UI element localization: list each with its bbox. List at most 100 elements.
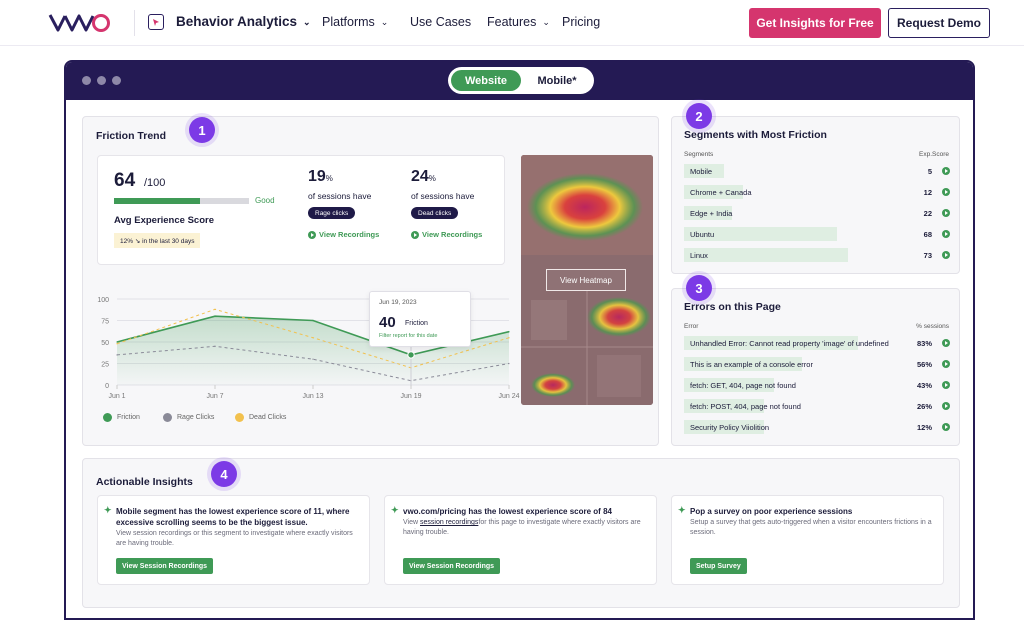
sparkle-icon: ✦ [104, 505, 112, 515]
nav-product-menu[interactable]: Behavior Analytics ⌄ [176, 14, 311, 29]
play-icon[interactable] [942, 167, 950, 175]
data-point [214, 308, 216, 311]
error-row[interactable]: Security Policy Viiolition 12% [684, 420, 952, 434]
setup-survey-button[interactable]: Setup Survey [690, 558, 747, 574]
insights-title: Actionable Insights [96, 476, 193, 488]
play-icon[interactable] [942, 251, 950, 259]
legend-dead-clicks[interactable]: Dead Clicks [235, 413, 286, 422]
errors-panel: Errors on this Page 3 Error % sessions U… [671, 275, 960, 446]
insight-title: Mobile segment has the lowest experience… [116, 507, 350, 527]
play-icon[interactable] [942, 339, 950, 347]
x-tick-label: Jun 13 [302, 393, 323, 400]
view-heatmap-button[interactable]: View Heatmap [546, 269, 626, 291]
platform-toggle: Website Mobile* [448, 67, 594, 94]
segment-label: Edge + India [690, 209, 733, 218]
step-badge-1: 1 [189, 117, 215, 143]
toggle-mobile[interactable]: Mobile* [537, 74, 577, 87]
percent-unit: % [428, 174, 436, 183]
error-row[interactable]: This is an example of a console error 56… [684, 357, 952, 371]
top-navigation: Behavior Analytics ⌄ Platforms ⌄ Use Cases… [0, 0, 1024, 46]
segment-label: Linux [690, 251, 708, 260]
rage-clicks-value: 19 [308, 168, 326, 185]
play-icon[interactable] [942, 230, 950, 238]
vwo-logo[interactable] [48, 10, 112, 34]
step-badge-2: 2 [686, 103, 712, 129]
dead-view-recordings-link[interactable]: View Recordings [411, 230, 482, 239]
segment-label: Chrome + Canada [690, 188, 752, 197]
y-tick-label: 50 [101, 340, 109, 347]
segment-bar [684, 206, 733, 220]
trend-chip: 12% ↘ in the last 30 days [114, 233, 201, 248]
error-bar [684, 399, 764, 413]
friction-trend-chart: 0 25 50 75 100 Jun 1 Jun 7 Jun 13 Jun 19 Jun 24 [97, 293, 520, 400]
error-row[interactable]: fetch: POST, 404, page not found 26% [684, 399, 952, 413]
rage-view-recordings-link[interactable]: View Recordings [308, 230, 379, 239]
segments-title: Segments with Most Friction [684, 129, 827, 141]
chevron-down-icon: ⌄ [542, 17, 550, 27]
tooltip-filter-link[interactable]: Filter report for this date [379, 333, 438, 339]
percent-unit: % [325, 174, 333, 183]
play-icon[interactable] [942, 209, 950, 217]
dashboard-window: Website Mobile* Friction Trend 1 64 /100… [64, 60, 975, 620]
segment-row[interactable]: Edge + India 22 [684, 206, 952, 220]
play-icon[interactable] [942, 423, 950, 431]
legend-dot [163, 413, 172, 422]
nav-features[interactable]: Features ⌄ [487, 15, 550, 29]
dead-clicks-pill: Dead clicks [411, 207, 459, 219]
segment-row[interactable]: Ubuntu 68 [684, 227, 952, 241]
x-tick-label: Jun 19 [400, 393, 421, 400]
error-bar [684, 336, 859, 350]
window-dot [112, 76, 121, 85]
play-icon[interactable] [942, 360, 950, 368]
rage-view-recordings-label: View Recordings [319, 230, 380, 239]
play-icon[interactable] [942, 402, 950, 410]
experience-score-fill [114, 198, 201, 204]
segment-bar [684, 248, 848, 262]
error-percent: 26% [916, 402, 932, 411]
nav-use-cases-label: Use Cases [410, 15, 472, 29]
session-recordings-link[interactable]: session recordings [420, 519, 479, 526]
nav-use-cases[interactable]: Use Cases [410, 15, 471, 29]
request-demo-button[interactable]: Request Demo [888, 8, 990, 38]
toggle-website[interactable]: Website [451, 70, 521, 91]
sparkle-icon: ✦ [678, 505, 686, 515]
legend-friction[interactable]: Friction [103, 413, 140, 422]
legend-rage-clicks[interactable]: Rage Clicks [163, 413, 214, 422]
nav-pricing[interactable]: Pricing [562, 15, 600, 29]
segment-row[interactable]: Mobile 5 [684, 164, 952, 178]
chevron-down-icon: ⌄ [380, 17, 389, 27]
play-icon[interactable] [942, 188, 950, 196]
insight-description-text: for this page to investigate where exact… [403, 519, 641, 536]
segment-score: 73 [923, 251, 932, 260]
play-icon[interactable] [942, 381, 950, 389]
error-bar [684, 420, 764, 434]
error-row[interactable]: fetch: GET, 404, page not found 43% [684, 378, 952, 392]
error-percent: 56% [916, 360, 932, 369]
segment-row[interactable]: Chrome + Canada 12 [684, 185, 952, 199]
step-badge-4: 4 [211, 461, 237, 487]
window-dot [82, 76, 91, 85]
get-insights-button[interactable]: Get Insights for Free [749, 8, 881, 38]
friction-trend-title: Friction Trend [96, 130, 167, 142]
error-bar [684, 357, 802, 371]
experience-score-label: Avg Experience Score [114, 215, 214, 226]
y-tick-label: 100 [97, 297, 109, 304]
segment-row[interactable]: Linux 73 [684, 248, 952, 262]
segment-bar [684, 185, 743, 199]
x-tick-label: Jun 1 [108, 393, 125, 400]
rage-clicks-pill: Rage clicks [308, 207, 356, 219]
dead-view-recordings-label: View Recordings [422, 230, 483, 239]
data-point [116, 341, 118, 343]
error-percent: 12% [916, 423, 932, 432]
error-row[interactable]: Unhandled Error: Cannot read property 'i… [684, 336, 952, 350]
nav-platforms[interactable]: Platforms ⌄ [322, 15, 388, 29]
data-point [312, 319, 314, 322]
sparkle-icon: ✦ [391, 505, 399, 515]
view-session-recordings-button[interactable]: View Session Recordings [403, 558, 501, 574]
insight-card: ✦ Pop a survey on poor experience sessio… [671, 495, 944, 585]
behavior-analytics-icon [148, 14, 164, 30]
view-session-recordings-button[interactable]: View Session Recordings [116, 558, 214, 574]
segment-score: 68 [923, 230, 932, 239]
tooltip-date: Jun 19, 2023 [379, 299, 417, 306]
y-tick-label: 25 [101, 362, 109, 369]
